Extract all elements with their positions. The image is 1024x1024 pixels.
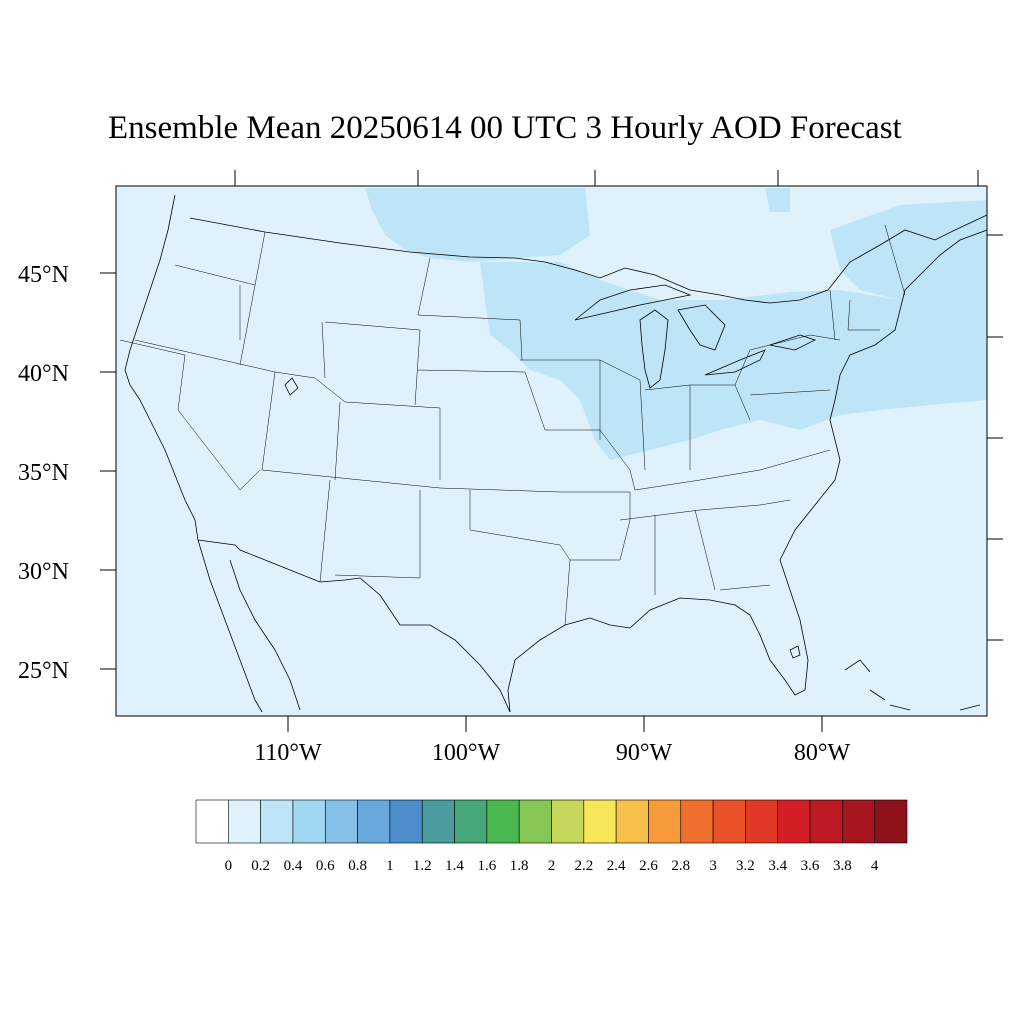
colorbar-label: 0.6 (316, 858, 335, 874)
colorbar-swatch (680, 799, 714, 844)
political-boundaries (119, 194, 988, 713)
colorbar-label: 2.4 (607, 858, 626, 874)
colorbar-label: 1.4 (445, 858, 464, 874)
colorbar-swatch (518, 799, 552, 844)
lon-label-80w: 80°W (794, 740, 851, 766)
colorbar-swatch (648, 799, 682, 844)
colorbar-swatch (583, 799, 617, 844)
aod-plume-northeast (830, 200, 987, 300)
lat-label-30: 30°N (18, 559, 69, 585)
state-lines (119, 224, 906, 626)
gulf-coast (507, 559, 809, 713)
colorbar: 0 0.2 0.4 0.6 0.8 1 1.2 1.4 1.6 1.8 2 2.2 2.4 2.6 2.8 3… (195, 799, 908, 874)
lat-label-35: 35°N (18, 460, 69, 486)
colorbar-label: 2.6 (639, 858, 658, 874)
colorbar-label: 3.4 (768, 858, 787, 874)
colorbar-label: 3 (709, 858, 717, 874)
lake-superior (574, 284, 692, 321)
lake-ontario (768, 334, 817, 351)
lon-label-100w: 100°W (432, 740, 501, 766)
aod-plume-pacific-nw (765, 188, 790, 212)
top-axis-ticks (234, 170, 979, 186)
colorbar-swatch (454, 799, 488, 844)
mexico-mainland-coast (229, 559, 301, 711)
bahamas-islands (844, 659, 981, 711)
colorbar-swatch (874, 799, 908, 844)
lat-label-45: 45°N (18, 262, 69, 288)
canada-border (189, 214, 988, 304)
colorbar-swatch (842, 799, 875, 844)
colorbar-label: 1.2 (413, 858, 432, 874)
lake-michigan (639, 309, 669, 389)
colorbar-swatch (195, 799, 229, 844)
colorbar-label: 3.2 (736, 858, 755, 874)
colorbar-label: 0.4 (284, 858, 303, 874)
colorbar-label: 3.6 (801, 858, 820, 874)
colorbar-label: 0.2 (251, 858, 270, 874)
great-salt-lake (284, 377, 299, 396)
colorbar-label: 0.8 (348, 858, 367, 874)
lake-erie (704, 349, 766, 376)
lon-label-110w: 110°W (254, 740, 322, 766)
colorbar-label: 1.6 (477, 858, 496, 874)
east-coast (779, 229, 988, 561)
latitude-labels: 45°N 40°N 35°N 30°N 25°N (18, 262, 69, 684)
aod-plume-regions (365, 188, 987, 460)
map-panel: 45°N 40°N 35°N 30°N 25°N 110°W 100°W 90°… (18, 170, 1003, 766)
map-frame (115, 185, 988, 717)
colorbar-label: 2.2 (574, 858, 593, 874)
colorbar-label: 1.8 (510, 858, 529, 874)
colorbar-swatch (809, 799, 843, 844)
lake-huron (677, 304, 726, 351)
longitude-labels: 110°W 100°W 90°W 80°W (254, 740, 850, 766)
map-title: Ensemble Mean 20250614 00 UTC 3 Hourly A… (108, 110, 902, 146)
colorbar-label: 0 (225, 858, 233, 874)
colorbar-swatch (551, 799, 585, 844)
colorbar-swatch (389, 799, 423, 844)
colorbar-label: 3.8 (833, 858, 852, 874)
mexico-border (197, 539, 511, 713)
lon-label-90w: 90°W (616, 740, 673, 766)
lat-label-25: 25°N (18, 658, 69, 684)
colorbar-swatch (486, 799, 520, 844)
west-coast (124, 194, 199, 541)
colorbar-swatch (357, 799, 391, 844)
colorbar-label: 2 (548, 858, 556, 874)
right-axis-ticks (987, 234, 1003, 641)
colorbar-swatch (745, 799, 779, 844)
colorbar-label: 4 (871, 858, 879, 874)
colorbar-swatch (324, 799, 358, 844)
aod-plume-great-lakes (480, 262, 987, 460)
colorbar-swatch (292, 799, 326, 844)
colorbar-label: 1 (386, 858, 394, 874)
colorbar-swatch (421, 799, 455, 844)
colorbar-swatch (260, 799, 294, 844)
aod-plume-northern-plains (365, 188, 590, 262)
lat-label-40: 40°N (18, 361, 69, 387)
baja-coast (197, 539, 263, 713)
lake-okeechobee (789, 645, 801, 659)
colorbar-swatch (712, 799, 746, 844)
colorbar-swatch (615, 799, 649, 844)
colorbar-label: 2.8 (671, 858, 690, 874)
colorbar-swatch (228, 799, 261, 844)
colorbar-swatch (777, 799, 811, 844)
bottom-axis-ticks (287, 716, 823, 732)
left-axis-ticks (100, 272, 116, 670)
